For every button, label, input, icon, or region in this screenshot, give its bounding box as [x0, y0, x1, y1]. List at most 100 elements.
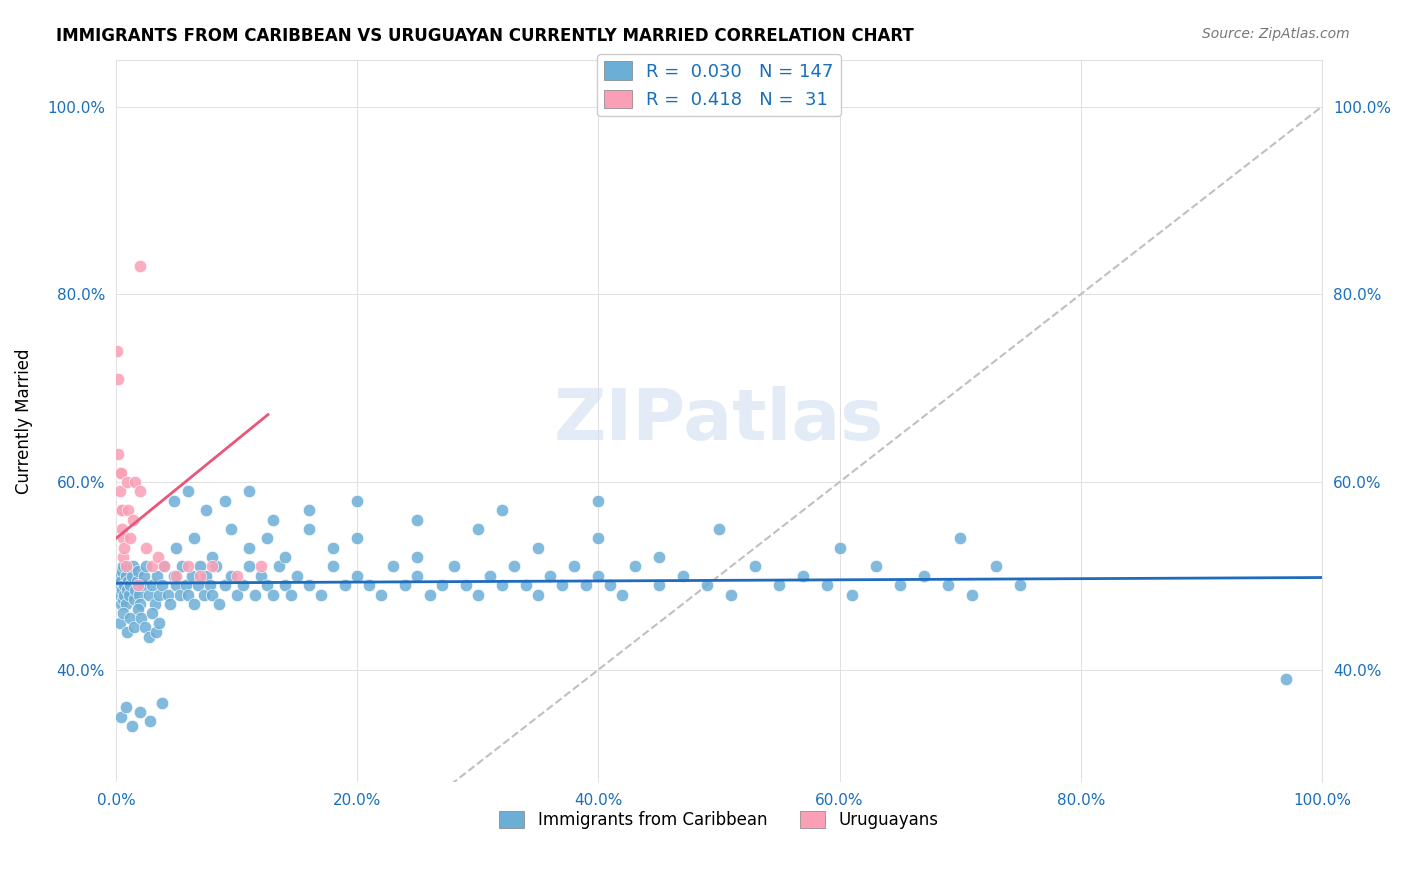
- Point: [114, 569, 136, 583]
- Point: [190, 569, 212, 583]
- Point: [129, 705, 152, 719]
- Point: [647, 578, 669, 592]
- Point: [120, 611, 142, 625]
- Point: [744, 559, 766, 574]
- Point: [267, 559, 290, 574]
- Point: [156, 588, 179, 602]
- Point: [190, 559, 212, 574]
- Point: [623, 559, 645, 574]
- Point: [105, 343, 128, 358]
- Point: [165, 541, 187, 555]
- Point: [491, 578, 513, 592]
- Point: [145, 625, 167, 640]
- Point: [195, 503, 218, 517]
- Point: [238, 484, 260, 499]
- Point: [141, 607, 163, 621]
- Point: [195, 569, 218, 583]
- Point: [986, 559, 1008, 574]
- Point: [141, 559, 163, 574]
- Point: [207, 597, 229, 611]
- Point: [153, 559, 176, 574]
- Point: [262, 512, 284, 526]
- Point: [443, 559, 465, 574]
- Point: [298, 578, 321, 592]
- Point: [110, 597, 132, 611]
- Point: [143, 597, 166, 611]
- Point: [696, 578, 718, 592]
- Point: [111, 582, 134, 597]
- Point: [672, 569, 695, 583]
- Point: [201, 588, 224, 602]
- Point: [114, 559, 136, 574]
- Point: [112, 550, 135, 565]
- Point: [406, 550, 429, 565]
- Point: [588, 569, 610, 583]
- Y-axis label: Currently Married: Currently Married: [15, 348, 32, 494]
- Point: [150, 696, 173, 710]
- Point: [135, 559, 157, 574]
- Point: [120, 578, 142, 592]
- Point: [588, 493, 610, 508]
- Point: [114, 578, 136, 592]
- Point: [865, 559, 887, 574]
- Point: [122, 620, 145, 634]
- Point: [238, 541, 260, 555]
- Point: [146, 569, 169, 583]
- Point: [110, 574, 132, 588]
- Point: [792, 569, 814, 583]
- Point: [114, 588, 136, 602]
- Point: [138, 630, 160, 644]
- Point: [148, 588, 170, 602]
- Point: [110, 466, 132, 480]
- Point: [322, 559, 344, 574]
- Point: [588, 531, 610, 545]
- Point: [108, 484, 131, 499]
- Point: [163, 569, 186, 583]
- Point: [707, 522, 730, 536]
- Point: [503, 559, 526, 574]
- Point: [112, 531, 135, 545]
- Point: [491, 503, 513, 517]
- Point: [527, 541, 550, 555]
- Point: [949, 531, 972, 545]
- Point: [262, 588, 284, 602]
- Point: [562, 559, 585, 574]
- Point: [274, 578, 297, 592]
- Point: [219, 522, 242, 536]
- Point: [117, 503, 139, 517]
- Point: [322, 541, 344, 555]
- Point: [139, 714, 162, 729]
- Point: [298, 503, 321, 517]
- Point: [165, 569, 187, 583]
- Point: [117, 574, 139, 588]
- Point: [159, 597, 181, 611]
- Point: [183, 531, 205, 545]
- Point: [183, 597, 205, 611]
- Point: [121, 719, 143, 733]
- Point: [418, 588, 440, 602]
- Point: [285, 569, 308, 583]
- Point: [214, 493, 236, 508]
- Point: [114, 597, 136, 611]
- Point: [936, 578, 959, 592]
- Point: [127, 578, 149, 592]
- Point: [107, 372, 129, 386]
- Point: [148, 615, 170, 630]
- Point: [768, 578, 790, 592]
- Point: [127, 601, 149, 615]
- Point: [115, 475, 138, 489]
- Text: IMMIGRANTS FROM CARIBBEAN VS URUGUAYAN CURRENTLY MARRIED CORRELATION CHART: IMMIGRANTS FROM CARIBBEAN VS URUGUAYAN C…: [56, 27, 914, 45]
- Point: [122, 512, 145, 526]
- Point: [107, 578, 129, 592]
- Point: [382, 559, 405, 574]
- Point: [454, 578, 477, 592]
- Point: [141, 578, 163, 592]
- Point: [122, 592, 145, 607]
- Point: [135, 541, 157, 555]
- Point: [121, 569, 143, 583]
- Point: [225, 588, 247, 602]
- Point: [114, 700, 136, 714]
- Legend: Immigrants from Caribbean, Uruguayans: Immigrants from Caribbean, Uruguayans: [492, 804, 945, 836]
- Point: [111, 522, 134, 536]
- Point: [599, 578, 621, 592]
